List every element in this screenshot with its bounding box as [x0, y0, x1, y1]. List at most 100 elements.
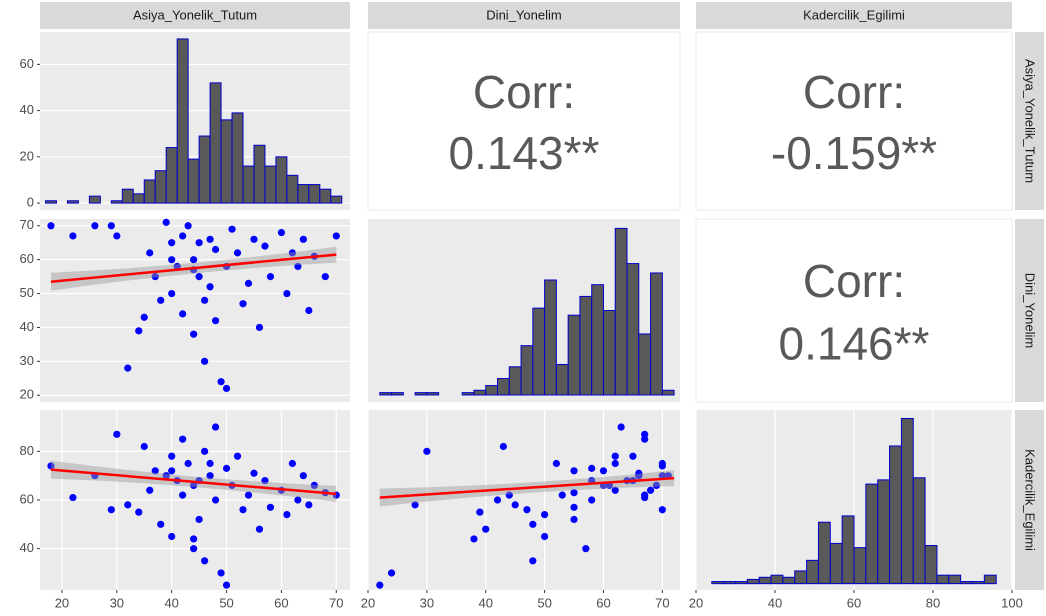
scatter-point: [294, 262, 302, 271]
histogram-bar: [110, 200, 123, 204]
scatter-point: [201, 557, 209, 565]
scatter-point: [157, 296, 165, 304]
scatter-point: [190, 330, 198, 338]
row-strip-label: Asiya_Yonelik_Tutum: [1023, 59, 1038, 183]
scatter-point: [470, 535, 478, 543]
column-strip: [368, 2, 680, 29]
scatter-point: [570, 489, 578, 497]
histogram-bar: [782, 576, 796, 585]
scatter-point: [168, 256, 176, 264]
scatter-point: [91, 222, 99, 230]
scatter-point: [173, 262, 181, 271]
histogram-bar: [960, 581, 974, 585]
scatter-point: [255, 323, 264, 332]
histogram-bar: [379, 392, 393, 396]
row-strip: [1015, 32, 1044, 210]
scatter-point: [493, 496, 502, 504]
y-tick-label: 0: [27, 195, 34, 210]
scatter-point: [69, 493, 77, 502]
row-strip-label: Kadercilik_Egilimi: [1023, 449, 1038, 551]
x-tick-label: 40: [479, 595, 493, 610]
scatter-point: [113, 232, 121, 240]
histogram-bar: [308, 184, 321, 204]
scatter-point: [190, 256, 198, 264]
histogram-bar: [602, 310, 616, 396]
scatter-point: [529, 557, 537, 565]
histogram-bar: [297, 184, 310, 204]
scatter-point: [261, 242, 269, 250]
corr-value: -0.159**: [771, 127, 937, 179]
scatter-point: [658, 472, 666, 480]
histogram-bar: [143, 179, 156, 204]
scatter-point: [217, 378, 225, 386]
scatter-point: [244, 279, 253, 287]
fit-line: [50, 468, 337, 496]
scatter-point: [222, 464, 231, 472]
histogram-bar: [461, 392, 475, 396]
row-strip-label: Dini_Yonelim: [1023, 273, 1038, 348]
y-tick-label: 40: [20, 319, 34, 334]
y-tick-label: 20: [20, 387, 34, 402]
scatter-point: [658, 459, 666, 468]
panel: [367, 31, 681, 211]
scatter-point: [179, 491, 187, 499]
panel: [40, 219, 350, 402]
scatter-point: [107, 222, 115, 230]
row-strip: [1015, 219, 1044, 402]
scatter-point: [523, 506, 531, 514]
scatter-point: [250, 469, 258, 477]
scatter-point: [611, 486, 619, 494]
column-strip-label: Asiya_Yonelik_Tutum: [133, 7, 257, 22]
scatter-point: [482, 525, 490, 533]
scatter-point: [168, 289, 176, 298]
histogram-bar: [972, 581, 985, 585]
histogram-bar: [650, 272, 663, 396]
histogram-bar: [924, 545, 938, 585]
histogram-bar: [865, 483, 879, 585]
histogram-bar: [758, 576, 772, 585]
scatter-point: [505, 491, 513, 499]
histogram-bar: [746, 578, 760, 585]
scatter-point: [611, 459, 619, 468]
histogram-bar: [829, 542, 843, 585]
histogram-bar: [544, 279, 557, 396]
scatter-point: [288, 459, 296, 468]
x-tick-label: 30: [110, 595, 124, 610]
corr-label: Corr:: [803, 66, 905, 118]
y-tick-label: 60: [20, 251, 34, 266]
scatter-point: [140, 442, 148, 451]
row-strip: [1015, 410, 1044, 590]
scatter-point: [658, 506, 666, 514]
scatter-point: [411, 501, 419, 509]
scatter-point: [305, 306, 313, 315]
histogram-bar: [936, 574, 950, 585]
scatter-point: [635, 472, 643, 480]
histogram-bar: [319, 188, 332, 204]
scatter-point: [387, 569, 396, 577]
scatter-point: [206, 283, 214, 291]
y-tick-label: 80: [20, 443, 34, 458]
y-tick-label: 30: [20, 353, 34, 368]
histogram-bar: [414, 392, 428, 396]
scatter-point: [168, 452, 176, 460]
scatter-point: [511, 501, 519, 509]
x-tick-label: 20: [55, 595, 69, 610]
histogram-bar: [154, 170, 167, 204]
x-tick-label: 20: [689, 595, 703, 610]
histogram-bar: [520, 345, 534, 396]
x-tick-label: 70: [655, 595, 669, 610]
histogram-bar: [44, 200, 57, 204]
scatter-point: [69, 232, 77, 240]
histogram-bar: [330, 195, 343, 204]
scatter-point: [305, 501, 313, 509]
histogram-bar: [661, 389, 675, 396]
y-tick-label: 40: [20, 102, 34, 117]
histogram-bar: [508, 366, 522, 396]
y-tick-label: 60: [20, 491, 34, 506]
scatter-point: [558, 491, 566, 499]
x-tick-label: 20: [361, 595, 375, 610]
scatter-point: [529, 520, 537, 528]
histogram-bar: [176, 38, 189, 204]
scatter-point: [611, 452, 619, 460]
histogram-bar: [220, 119, 233, 204]
